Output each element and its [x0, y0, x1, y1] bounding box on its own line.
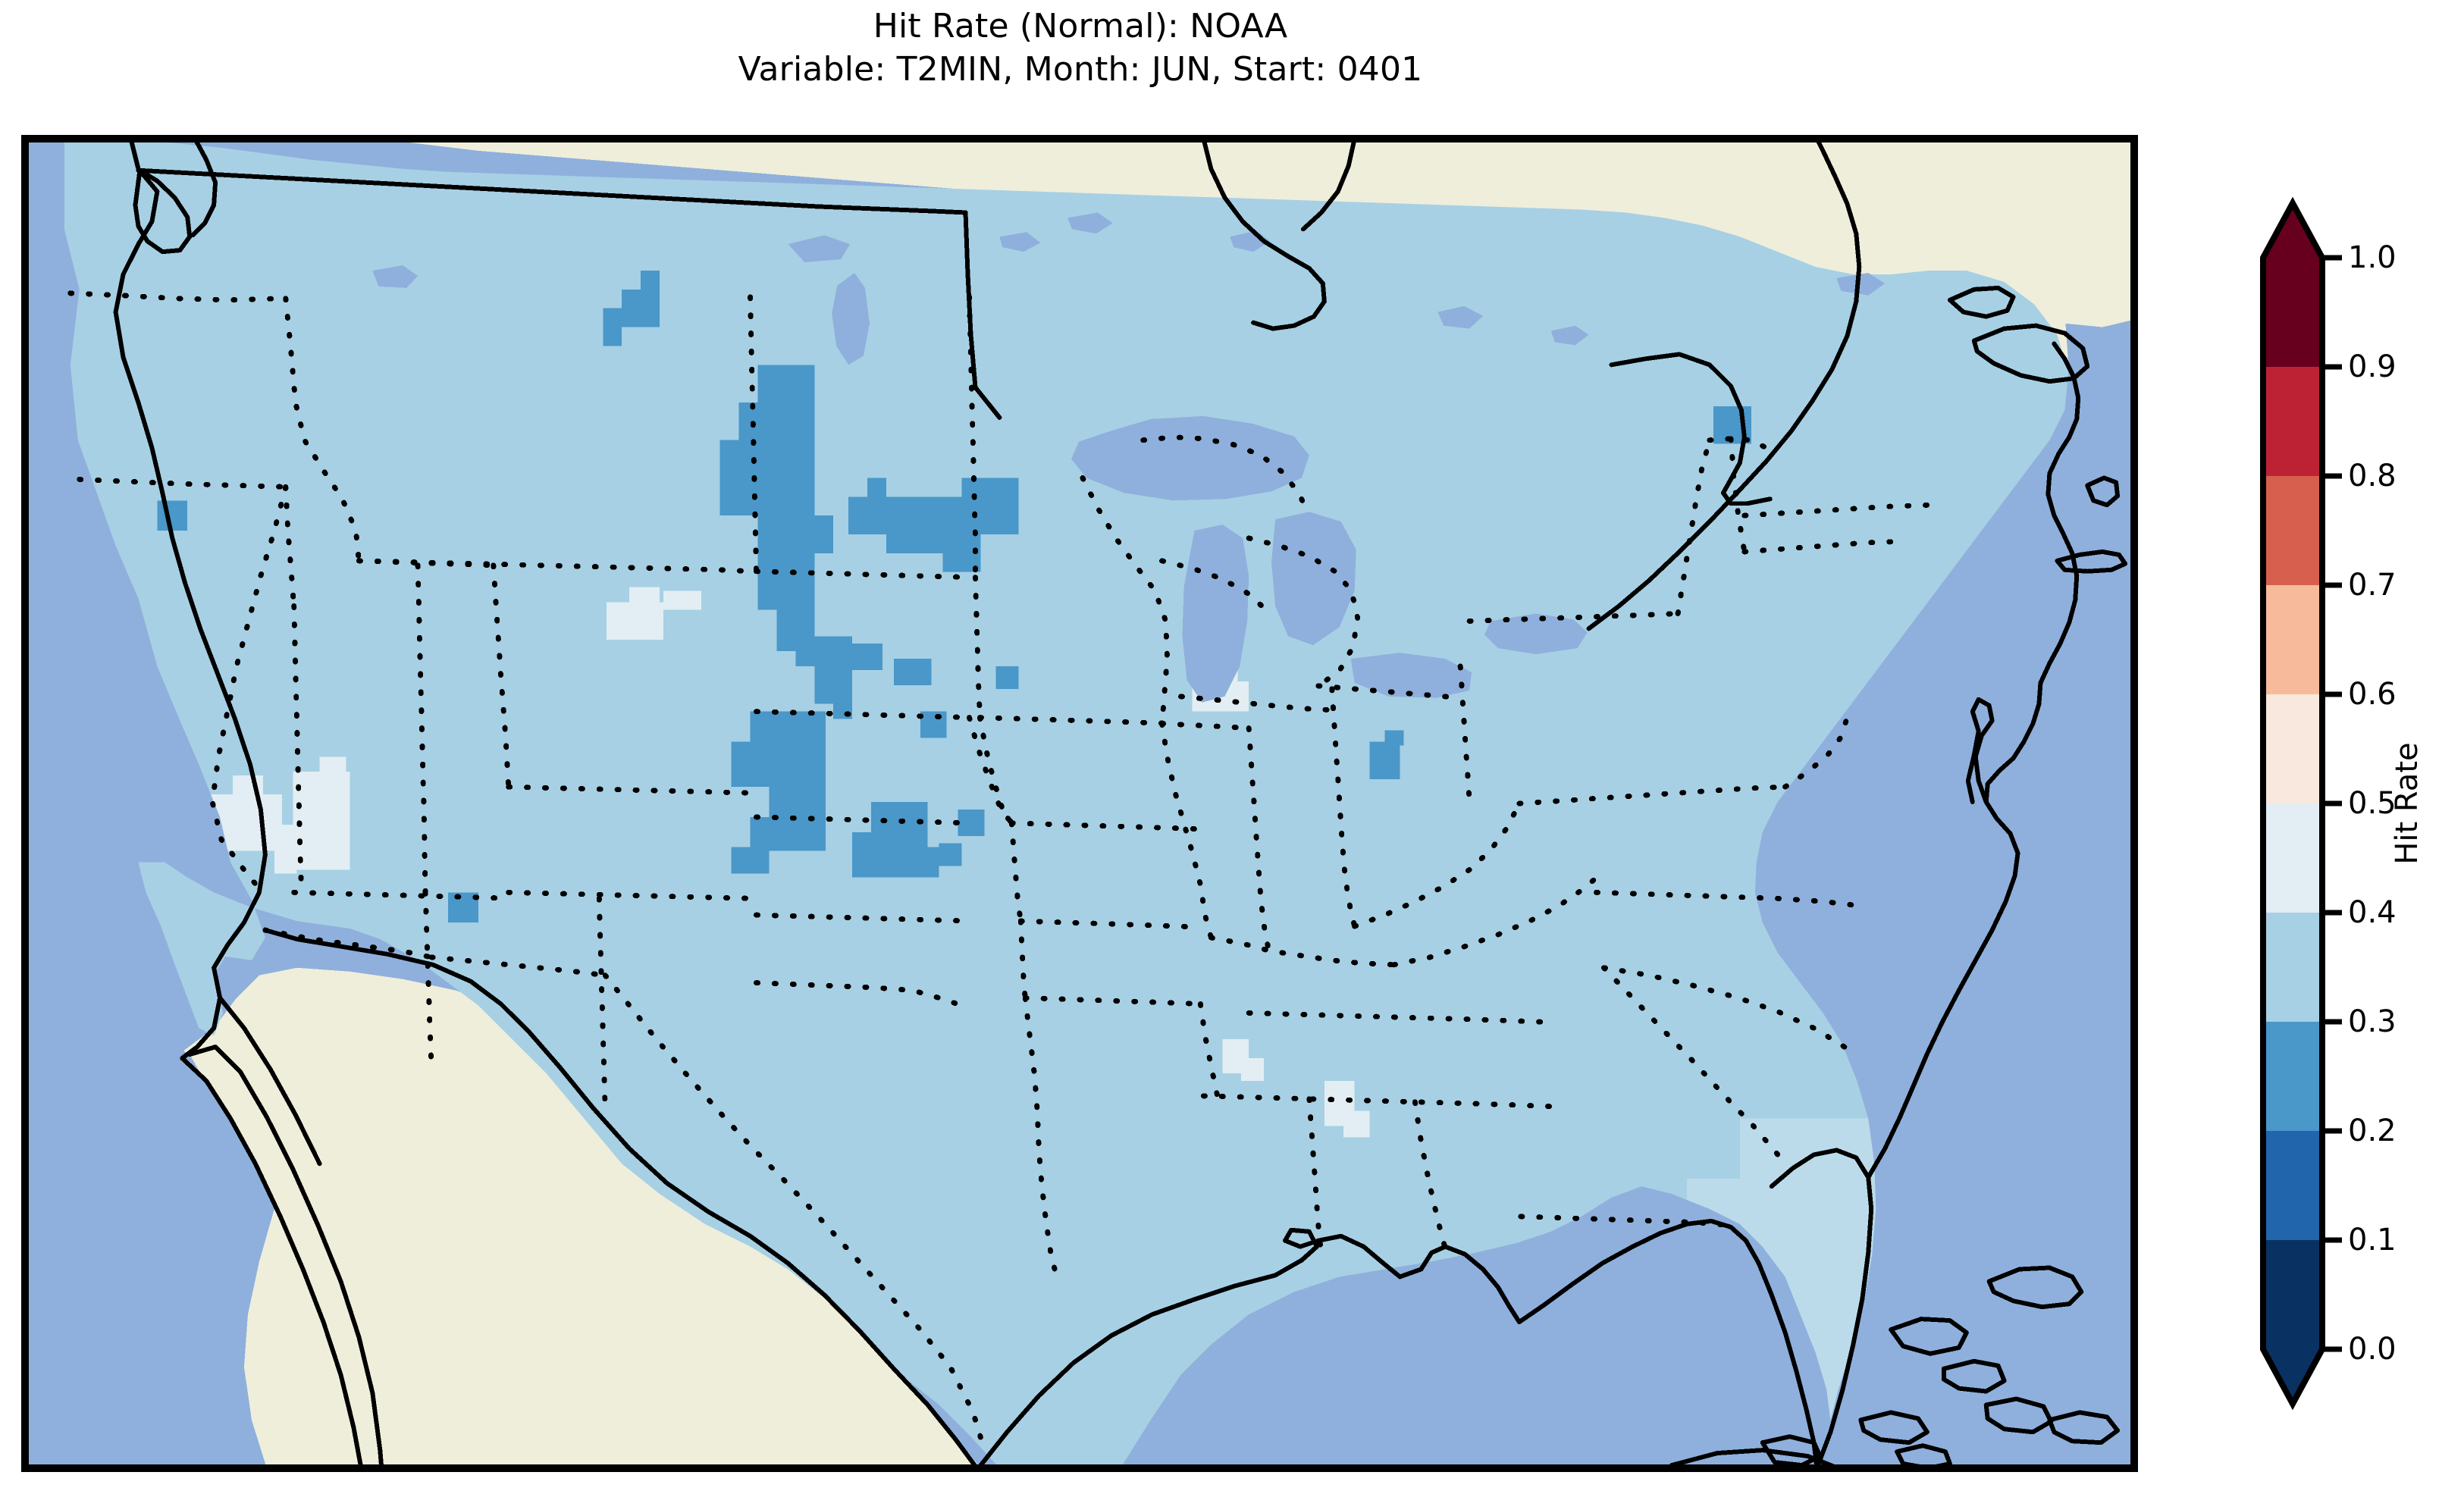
- cb-tick-label-0.1: 0.1: [2348, 1223, 2397, 1258]
- coastlines: [113, 139, 2128, 1468]
- state-boundaries: [67, 290, 1932, 1453]
- cb-band-0.4-0.5: [2263, 803, 2322, 913]
- cb-tick-label-0.7: 0.7: [2348, 568, 2397, 603]
- cb-band-0.5-0.6: [2263, 694, 2322, 803]
- cb-tick-label-0.9: 0.9: [2348, 349, 2397, 384]
- cb-tick-label-0.3: 0.3: [2348, 1004, 2397, 1039]
- cb-band-0.2-0.3: [2263, 1022, 2322, 1131]
- title-line-2: Variable: T2MIN, Month: JUN, Start: 0401: [738, 50, 1423, 89]
- cb-band-0.1-0.2: [2263, 1131, 2322, 1240]
- colorbar-axis-label: Hit Rate: [2390, 742, 2425, 865]
- map-raster: [25, 139, 2134, 1468]
- cb-tick-label-0.0: 0.0: [2348, 1332, 2397, 1367]
- baja-peninsula: [190, 1043, 381, 1468]
- cb-band-0.8-0.9: [2263, 367, 2322, 476]
- cb-tick-label-0.5: 0.5: [2348, 786, 2397, 821]
- title-line-1: Hit Rate (Normal): NOAA: [873, 7, 1288, 45]
- mexico-landmass: [183, 967, 981, 1468]
- colorbar-bands: [2263, 203, 2322, 1404]
- canada-landmass: [138, 139, 2134, 396]
- band-0.2-0.3-cells: [157, 271, 1751, 923]
- cb-tick-label-0.6: 0.6: [2348, 677, 2397, 712]
- cb-tick-label-0.8: 0.8: [2348, 459, 2397, 493]
- colorbar-extend-min: [2263, 1349, 2322, 1404]
- map-axes: [21, 135, 2138, 1472]
- cb-band-0.7-0.8: [2263, 476, 2322, 585]
- colorbar-ticks: [2322, 255, 2342, 1352]
- cb-band-0.9-1.0: [2263, 258, 2322, 367]
- colorbar: 1.0 0.9 0.8 0.7 0.6 0.5 0.4 0.3 0.2 0.1 …: [2260, 196, 2397, 1411]
- cb-tick-label-1.0: 1.0: [2348, 240, 2397, 275]
- canada-northeast: [1861, 139, 2134, 327]
- cb-band-0.3-0.4: [2263, 913, 2322, 1022]
- cb-band-0.0-0.1: [2263, 1240, 2322, 1349]
- cb-tick-label-0.2: 0.2: [2348, 1113, 2397, 1148]
- figure-title: Hit Rate (Normal): NOAA Variable: T2MIN,…: [0, 5, 2161, 91]
- cb-tick-label-0.4: 0.4: [2348, 895, 2397, 930]
- colorbar-extend-max: [2263, 203, 2322, 258]
- cb-band-0.6-0.7: [2263, 585, 2322, 694]
